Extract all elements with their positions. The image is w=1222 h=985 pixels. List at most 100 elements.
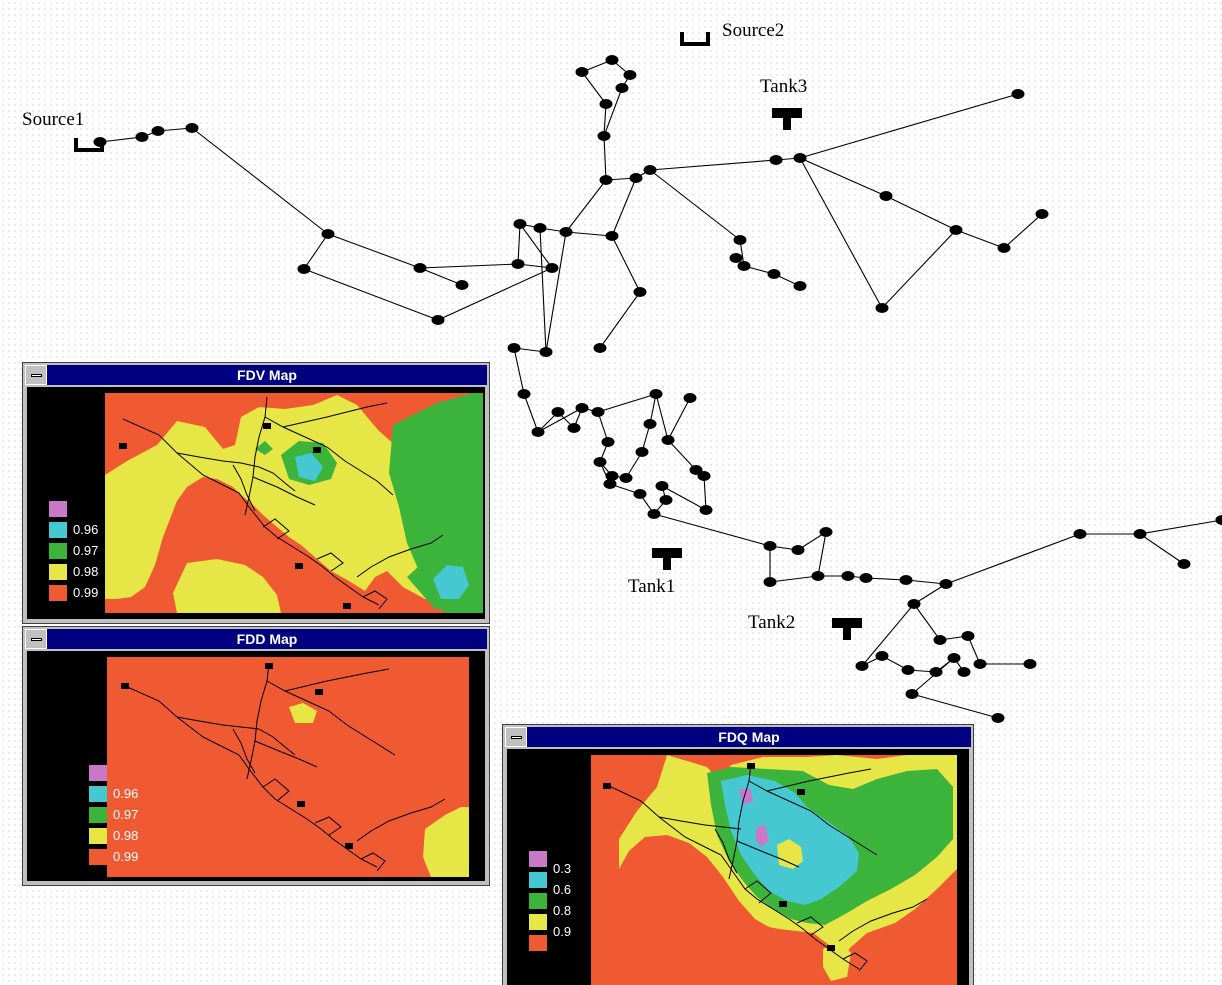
junction-node[interactable] <box>763 577 777 587</box>
junction-node[interactable] <box>551 407 565 417</box>
junction-node[interactable] <box>769 155 783 165</box>
junction-node[interactable] <box>683 393 697 403</box>
junction-node[interactable] <box>633 489 647 499</box>
junction-node[interactable] <box>949 225 963 235</box>
junction-node[interactable] <box>413 263 427 273</box>
junction-node[interactable] <box>597 131 611 141</box>
fdd-map-window[interactable]: FDD Map <box>22 626 490 886</box>
fdq-map-titlebar[interactable]: FDQ Map <box>505 727 971 747</box>
junction-node[interactable] <box>661 435 675 445</box>
junction-node[interactable] <box>511 259 525 269</box>
junction-node[interactable] <box>629 173 643 183</box>
junction-node[interactable] <box>1035 209 1049 219</box>
junction-node[interactable] <box>643 165 657 175</box>
junction-node[interactable] <box>907 599 921 609</box>
junction-node[interactable] <box>763 541 777 551</box>
junction-node[interactable] <box>819 527 833 537</box>
junction-node[interactable] <box>513 219 527 229</box>
junction-node[interactable] <box>623 70 637 80</box>
junction-node[interactable] <box>593 343 607 353</box>
junction-node[interactable] <box>531 427 545 437</box>
junction-node[interactable] <box>643 419 657 429</box>
junction-node[interactable] <box>605 55 619 65</box>
junction-node[interactable] <box>151 126 165 136</box>
junction-node[interactable] <box>659 495 673 505</box>
junction-node[interactable] <box>635 447 649 457</box>
source1-reservoir-icon[interactable] <box>74 138 104 152</box>
junction-node[interactable] <box>507 343 521 353</box>
junction-node[interactable] <box>1011 89 1025 99</box>
junction-node[interactable] <box>567 423 581 433</box>
junction-node[interactable] <box>575 403 589 413</box>
fdq-map-system-menu-button[interactable] <box>505 727 527 747</box>
junction-node[interactable] <box>655 481 669 491</box>
junction-node[interactable] <box>997 243 1011 253</box>
junction-node[interactable] <box>905 689 919 699</box>
junction-node[interactable] <box>901 665 915 675</box>
junction-node[interactable] <box>559 227 573 237</box>
junction-node[interactable] <box>733 235 747 245</box>
junction-node[interactable] <box>603 479 617 489</box>
junction-node[interactable] <box>605 471 619 481</box>
junction-node[interactable] <box>689 465 703 475</box>
junction-node[interactable] <box>1177 559 1191 569</box>
junction-node[interactable] <box>619 473 633 483</box>
fdv-map-titlebar[interactable]: FDV Map <box>25 365 487 385</box>
junction-node[interactable] <box>729 253 743 263</box>
junction-node[interactable] <box>455 280 469 290</box>
junction-node[interactable] <box>929 667 943 677</box>
junction-node[interactable] <box>793 153 807 163</box>
junction-node[interactable] <box>539 347 553 357</box>
junction-node[interactable] <box>697 471 711 481</box>
junction-node[interactable] <box>939 579 953 589</box>
junction-node[interactable] <box>599 99 613 109</box>
junction-node[interactable] <box>879 191 893 201</box>
junction-node[interactable] <box>767 269 781 279</box>
fdd-map-system-menu-button[interactable] <box>25 629 47 649</box>
junction-node[interactable] <box>859 573 873 583</box>
junction-node[interactable] <box>855 661 869 671</box>
fdd-map-titlebar[interactable]: FDD Map <box>25 629 487 649</box>
fdq-map-window[interactable]: FDQ Map <box>502 724 974 985</box>
tank3-icon[interactable] <box>772 108 802 130</box>
junction-node[interactable] <box>599 175 613 185</box>
junction-node[interactable] <box>875 651 889 661</box>
junction-node[interactable] <box>545 263 559 273</box>
junction-node[interactable] <box>605 231 619 241</box>
junction-node[interactable] <box>1023 659 1037 669</box>
tank1-icon[interactable] <box>652 548 682 570</box>
junction-node[interactable] <box>575 67 589 77</box>
junction-node[interactable] <box>791 545 805 555</box>
junction-node[interactable] <box>647 509 661 519</box>
junction-node[interactable] <box>973 659 987 669</box>
junction-node[interactable] <box>615 83 629 93</box>
junction-node[interactable] <box>649 389 663 399</box>
junction-node[interactable] <box>601 437 615 447</box>
junction-node[interactable] <box>947 653 961 663</box>
junction-node[interactable] <box>1133 529 1147 539</box>
fdv-map-system-menu-button[interactable] <box>25 365 47 385</box>
junction-node[interactable] <box>899 575 913 585</box>
junction-node[interactable] <box>591 407 605 417</box>
junction-node[interactable] <box>297 264 311 274</box>
junction-node[interactable] <box>811 571 825 581</box>
junction-node[interactable] <box>933 635 947 645</box>
junction-node[interactable] <box>135 132 149 142</box>
junction-node[interactable] <box>737 261 751 271</box>
junction-node[interactable] <box>593 457 607 467</box>
fdv-map-window[interactable]: FDV Map <box>22 362 490 624</box>
junction-node[interactable] <box>1215 515 1222 525</box>
junction-node[interactable] <box>633 287 647 297</box>
junction-node[interactable] <box>321 229 335 239</box>
junction-node[interactable] <box>517 389 531 399</box>
junction-node[interactable] <box>1073 529 1087 539</box>
source2-reservoir-icon[interactable] <box>680 32 710 46</box>
junction-node[interactable] <box>793 281 807 291</box>
junction-node[interactable] <box>699 505 713 515</box>
junction-node[interactable] <box>875 303 889 313</box>
junction-node[interactable] <box>185 123 199 133</box>
junction-node[interactable] <box>841 571 855 581</box>
junction-node[interactable] <box>431 315 445 325</box>
junction-node[interactable] <box>961 631 975 641</box>
junction-node[interactable] <box>991 713 1005 723</box>
